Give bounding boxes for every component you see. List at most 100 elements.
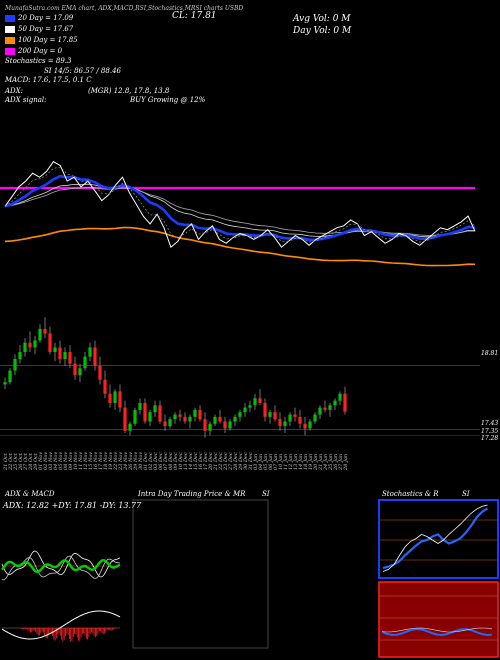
candle-body [338,393,342,401]
date-tick: 11 Jan [283,454,289,470]
candle-body [153,405,157,413]
candle-body [128,423,132,431]
date-tick: 21 Jan [318,454,324,471]
candle-body [133,409,137,424]
date-tick: 02 Dec [148,452,154,470]
candle-body [103,379,107,394]
candle-body [123,407,127,431]
ema200-label: 200 Day = 0 [18,47,63,55]
adx-signal-label: ADX signal: [5,96,47,104]
date-tick: 10 Nov [73,452,79,470]
candle-body [193,409,197,417]
adx-macd-title: ADX & MACD [5,490,55,498]
ema100-label: 100 Day = 17.85 [18,36,78,44]
date-tick: 15 Dec [193,452,199,470]
candle-body [233,416,237,422]
candle-body [303,423,307,429]
date-tick: 18 Nov [103,452,109,470]
ema50-swatch [5,25,15,33]
intraday-si-title: SI [262,490,270,498]
stoch-si-title: SI [462,490,470,498]
date-tick: 20 Jan [313,454,319,471]
date-tick: 24 Jan [323,454,329,471]
date-tick: 13 Dec [183,452,189,470]
ema100-line [4,226,476,267]
date-tick: 28 Dec [233,452,239,471]
ema-layer [0,161,476,267]
candle-body [43,328,47,334]
price-label-3: 17.35 [481,428,499,435]
day-volume: Day Vol: 0 M [293,26,352,36]
candle-body [108,393,112,403]
date-axis: 21 Oct 22 Oct 25 Oct 26 Oct 27 Oct 28 Oct 29 O… [3,452,349,471]
candle-body [8,370,12,383]
date-tick: 27 Dec [228,452,234,471]
candle-body [188,416,192,422]
date-tick: 01 Dec [143,452,149,470]
candle-body [183,416,187,422]
candle-body [63,352,67,359]
date-tick: 24 Nov [123,452,129,471]
candle-body [203,419,207,431]
candle-body [253,398,257,406]
candle-body [58,347,62,359]
candle-body [173,414,177,420]
macd-label: MACD: 17.6, 17.5, 0.1 C [5,76,92,84]
date-tick: 25 Jan [328,454,334,471]
mrsi-line [381,627,493,633]
close-price: CL: 17.81 [172,11,217,21]
date-tick: 14 Jan [298,454,304,470]
candle-body [138,402,142,410]
candle-body [328,405,332,410]
header-title: MunafaSutra.com EMA chart, ADX,MACD,RSI,… [5,5,244,12]
date-tick: 29 Oct [33,452,39,471]
date-tick: 20 Dec [208,452,214,471]
date-tick: 04 Jan [258,454,264,470]
date-tick: 26 Jan [333,454,339,471]
buy-signal: BUY Growing @ 12% [130,96,206,104]
candle-body [318,407,322,415]
rsi-panel [378,581,499,658]
date-tick: 02 Nov [43,452,49,470]
date-tick: 10 Dec [178,452,184,470]
date-tick: 18 Jan [303,454,309,470]
candle-body [93,347,97,366]
candle-body [333,400,337,406]
adx-values: (MGR) 12.8, 17.8, 13.8 [88,87,170,95]
date-tick: 05 Jan [263,454,269,470]
ema200-row: 200 Day = 0 [5,46,78,57]
candle-body [98,365,102,380]
candle-body [293,414,297,417]
candle-body [53,347,57,353]
intraday-title: Intra Day Trading Price & MR [138,490,246,498]
stoch-d-line [382,504,488,572]
ema50-label: 50 Day = 17.67 [18,25,74,33]
ema200-swatch [5,47,15,55]
date-tick: 13 Jan [293,454,299,470]
date-tick: 12 Nov [83,452,89,470]
candle-body [243,407,247,413]
date-tick: 29 Dec [238,452,244,471]
date-tick: 06 Dec [158,452,164,470]
ema20-label: 20 Day = 17.09 [18,14,74,22]
candle-body [28,342,32,348]
date-tick: 19 Nov [108,452,114,470]
candle-body [273,412,277,420]
candle-body [13,358,17,371]
candle-body [113,391,117,403]
candle-body [298,416,302,424]
date-tick: 03 Dec [153,452,159,470]
date-tick: 30 Nov [138,452,144,470]
candle-body [313,414,317,422]
date-tick: 04 Nov [53,452,59,470]
price-label-4: 17.28 [481,435,499,442]
candle-body [228,421,232,429]
candle-body [223,421,227,429]
adx-label: ADX: [5,87,24,95]
date-tick: 09 Dec [173,452,179,470]
candle-body [198,409,202,420]
date-tick: 17 Nov [98,452,104,470]
date-tick: 23 Nov [118,452,124,471]
date-tick: 03 Jan [253,454,259,470]
date-tick: 11 Nov [78,452,84,470]
